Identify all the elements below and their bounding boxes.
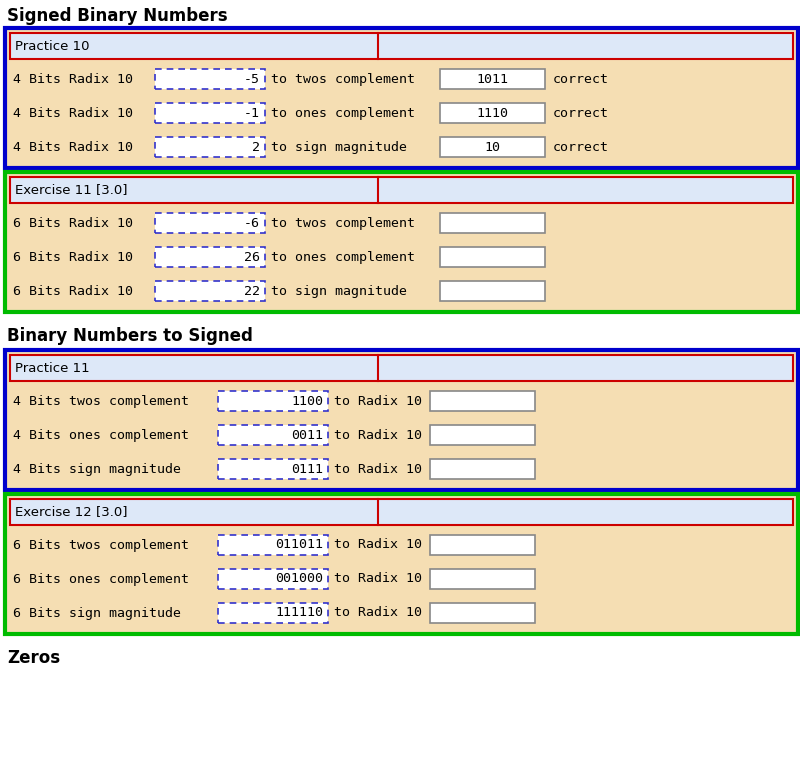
Bar [218,603,328,623]
Bar [440,103,545,123]
Bar [218,425,328,445]
Text: 011011: 011011 [275,539,323,551]
Bar [440,69,545,89]
Bar [218,391,328,411]
Text: 4 Bits Radix 10: 4 Bits Radix 10 [13,72,133,85]
Bar [5,494,798,634]
Bar [430,535,535,555]
Text: 22: 22 [244,285,260,297]
Bar [430,391,535,411]
Text: 6 Bits Radix 10: 6 Bits Radix 10 [13,216,133,230]
Text: 0011: 0011 [291,429,323,441]
Text: 4 Bits ones complement: 4 Bits ones complement [13,429,189,441]
Text: 2: 2 [252,140,260,154]
Text: 1100: 1100 [291,394,323,408]
Text: Practice 10: Practice 10 [15,39,90,53]
Bar [10,355,793,381]
Text: 4 Bits sign magnitude: 4 Bits sign magnitude [13,463,181,476]
Text: 4 Bits Radix 10: 4 Bits Radix 10 [13,140,133,154]
Bar [440,213,545,233]
Bar [218,535,328,555]
Text: Exercise 12 [3.0]: Exercise 12 [3.0] [15,506,127,518]
Bar [440,247,545,267]
Text: to Radix 10: to Radix 10 [334,539,422,551]
Bar [10,33,793,59]
Text: 111110: 111110 [275,607,323,619]
Text: Zeros: Zeros [7,649,60,667]
Bar [155,103,265,123]
Text: to Radix 10: to Radix 10 [334,394,422,408]
Bar [5,172,798,312]
Text: 4 Bits twos complement: 4 Bits twos complement [13,394,189,408]
Text: 6 Bits Radix 10: 6 Bits Radix 10 [13,251,133,263]
Text: 1110: 1110 [477,107,509,119]
Text: Signed Binary Numbers: Signed Binary Numbers [7,7,228,25]
Bar [218,569,328,589]
Text: correct: correct [553,72,609,85]
Text: to sign magnitude: to sign magnitude [271,140,407,154]
Text: 10: 10 [485,140,501,154]
Text: correct: correct [553,140,609,154]
Text: correct: correct [553,107,609,119]
Bar [10,177,793,203]
Bar [440,137,545,157]
Text: 1011: 1011 [477,72,509,85]
Text: Binary Numbers to Signed: Binary Numbers to Signed [7,327,253,345]
Text: 0111: 0111 [291,463,323,476]
Text: -5: -5 [244,72,260,85]
Text: -1: -1 [244,107,260,119]
Bar [218,459,328,479]
Bar [155,247,265,267]
Bar [430,569,535,589]
Bar [5,28,798,168]
Text: to ones complement: to ones complement [271,107,415,119]
Text: to ones complement: to ones complement [271,251,415,263]
Text: to twos complement: to twos complement [271,72,415,85]
Bar [155,137,265,157]
Text: Practice 11: Practice 11 [15,361,90,375]
Text: to twos complement: to twos complement [271,216,415,230]
Bar [430,425,535,445]
Text: to Radix 10: to Radix 10 [334,429,422,441]
Text: to Radix 10: to Radix 10 [334,463,422,476]
Bar [155,213,265,233]
Bar [430,459,535,479]
Text: 6 Bits twos complement: 6 Bits twos complement [13,539,189,551]
Text: 26: 26 [244,251,260,263]
Text: Exercise 11 [3.0]: Exercise 11 [3.0] [15,183,127,197]
Bar [5,350,798,490]
Bar [430,603,535,623]
Text: 4 Bits Radix 10: 4 Bits Radix 10 [13,107,133,119]
Bar [440,281,545,301]
Text: 6 Bits Radix 10: 6 Bits Radix 10 [13,285,133,297]
Text: to sign magnitude: to sign magnitude [271,285,407,297]
Text: to Radix 10: to Radix 10 [334,607,422,619]
Bar [155,69,265,89]
Text: -6: -6 [244,216,260,230]
Bar [155,281,265,301]
Text: 6 Bits sign magnitude: 6 Bits sign magnitude [13,607,181,619]
Text: 001000: 001000 [275,572,323,586]
Text: 6 Bits ones complement: 6 Bits ones complement [13,572,189,586]
Bar [10,499,793,525]
Text: to Radix 10: to Radix 10 [334,572,422,586]
